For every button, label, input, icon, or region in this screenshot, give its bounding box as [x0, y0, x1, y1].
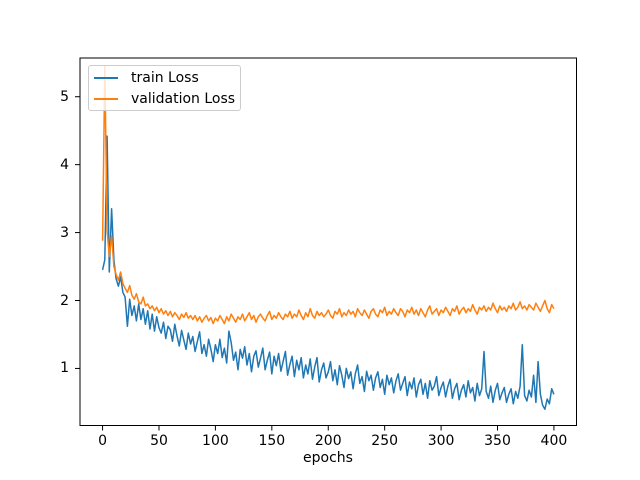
legend-entry-train-loss: train Loss	[94, 70, 240, 86]
legend-label-validation-loss: validation Loss	[131, 90, 236, 107]
x-tick-label: 0	[98, 433, 108, 449]
x-tick-label: 150	[258, 433, 286, 449]
train-loss-line	[101, 135, 555, 410]
x-tick-label: 200	[314, 433, 342, 449]
legend: train Loss validation Loss	[88, 65, 241, 111]
x-tick-label: 250	[371, 433, 399, 449]
validation-loss-line	[101, 65, 555, 325]
x-tick-label: 100	[202, 433, 229, 449]
y-tick-label: 4	[60, 156, 69, 173]
legend-label-train-loss: train Loss	[131, 69, 199, 86]
y-tick-label: 3	[60, 224, 69, 241]
y-tick-label: 1	[60, 360, 69, 377]
x-axis-label: epochs	[303, 450, 353, 466]
series-lines	[101, 65, 555, 410]
x-tick-label: 300	[427, 433, 455, 449]
validation-loss-line-swatch	[94, 97, 118, 100]
x-tick-label: 50	[150, 433, 168, 449]
train-loss-line-swatch	[94, 76, 118, 79]
x-tick-label: 350	[484, 433, 511, 449]
y-tick-label: 5	[60, 88, 69, 105]
y-tick-label: 2	[60, 292, 69, 309]
x-tick-label: 400	[540, 433, 568, 449]
legend-entry-validation-loss: validation Loss	[94, 91, 240, 107]
